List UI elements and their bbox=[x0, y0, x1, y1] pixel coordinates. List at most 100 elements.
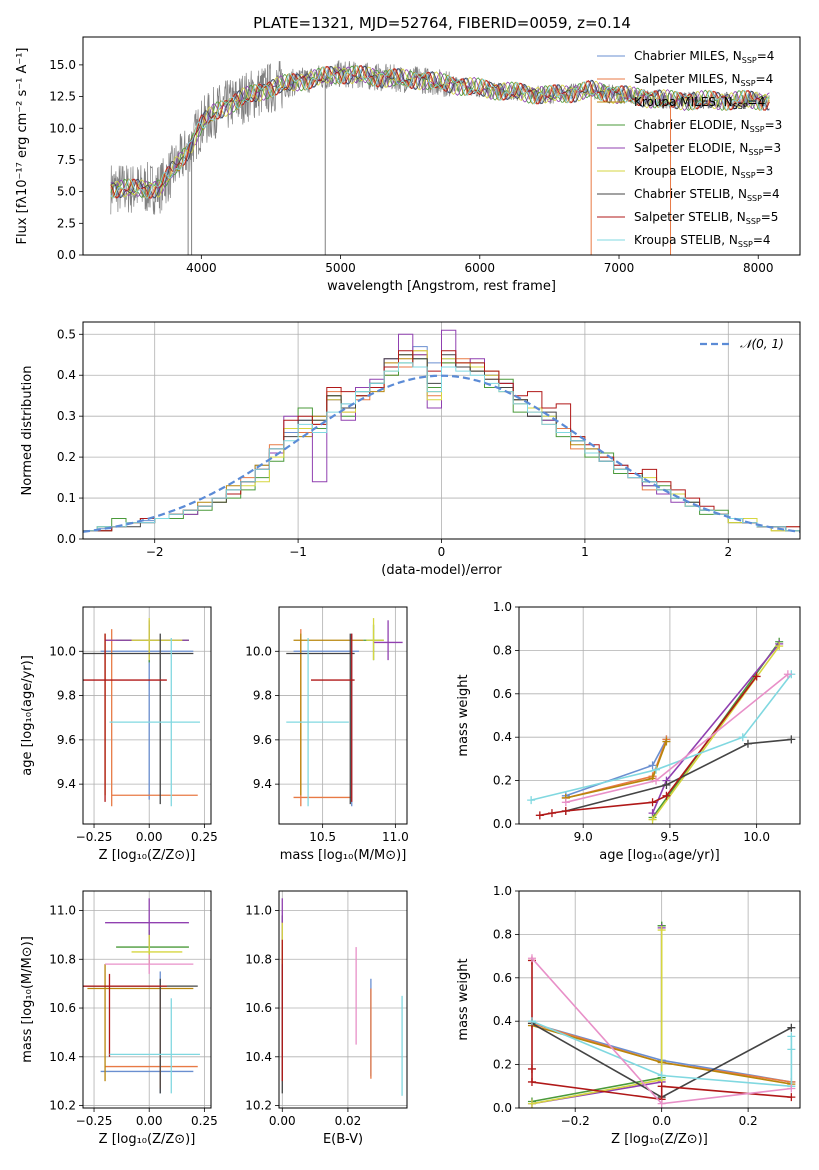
x-tick-label: 0.00 bbox=[269, 1114, 296, 1128]
axes-frame bbox=[82, 606, 212, 825]
y-tick-label: 0.6 bbox=[493, 971, 512, 985]
weight-series-line bbox=[531, 925, 663, 1103]
legend-label-tail: =4 bbox=[748, 95, 766, 109]
x-tick-label: −0.25 bbox=[76, 1114, 113, 1128]
legend-label-sub: SSP bbox=[750, 125, 765, 134]
y-tick-label: 1.0 bbox=[493, 884, 512, 898]
y-tick-label: 2.5 bbox=[57, 216, 76, 230]
y-tick-label: 10.6 bbox=[245, 1001, 272, 1015]
legend-label: Salpeter STELIB, NSSP=5 bbox=[634, 210, 778, 226]
y-axis-label: Flux [fλ10⁻¹⁷ erg cm⁻² s⁻¹ A⁻¹] bbox=[15, 48, 30, 245]
figure-title: PLATE=1321, MJD=52764, FIBERID=0059, z=0… bbox=[253, 14, 631, 32]
legend-label: Chabrier ELODIE, NSSP=3 bbox=[634, 118, 782, 134]
spectrum-panel: 4000 5000 6000 7000 8000 0.0 2.5 5.0 7.5 10.0 12.5… bbox=[15, 36, 801, 294]
weight-point-marker bbox=[787, 1093, 796, 1102]
y-tick-label: 10.8 bbox=[49, 952, 76, 966]
weight-point-marker bbox=[787, 1045, 796, 1054]
y-tick-label: 9.6 bbox=[57, 733, 76, 747]
weight-series-line bbox=[531, 927, 663, 1105]
y-tick-label: 0.0 bbox=[57, 248, 76, 262]
z-mass-panel: −0.25 0.00 0.25 10.2 10.4 10.6 10.8 11.0 Z [log₁… bbox=[20, 890, 218, 1147]
legend-label-sub: SSP bbox=[748, 148, 763, 157]
weight-point-marker bbox=[561, 798, 570, 807]
weight-point-marker bbox=[657, 1099, 666, 1108]
weight-point-marker bbox=[775, 642, 784, 651]
axes-frame bbox=[82, 321, 801, 540]
weight-point-marker bbox=[527, 1099, 536, 1108]
legend-label-sub: SSP bbox=[741, 171, 756, 180]
y-tick-label: 0.8 bbox=[493, 643, 512, 657]
legend-label-text: Chabrier STELIB, N bbox=[634, 187, 747, 201]
legend-label-text: Chabrier MILES, N bbox=[634, 49, 742, 63]
x-tick-label: 0.0 bbox=[652, 1114, 671, 1128]
y-axis-label: mass [log₁₀(M/M⊙)] bbox=[20, 936, 35, 1063]
x-tick-label: 9.0 bbox=[574, 830, 593, 844]
weight-point-marker bbox=[743, 739, 752, 748]
weight-point-marker bbox=[657, 926, 666, 935]
y-tick-label: 10.2 bbox=[49, 1099, 76, 1113]
weight-point-marker bbox=[662, 737, 671, 746]
weight-point-marker bbox=[527, 1077, 536, 1086]
model-spectrum-line bbox=[110, 65, 770, 199]
plot-area bbox=[83, 898, 200, 1094]
x-tick-label: 0.25 bbox=[191, 830, 218, 844]
plot-area bbox=[83, 618, 200, 807]
legend-label-sub: SSP bbox=[746, 217, 761, 226]
weight-point-marker bbox=[527, 954, 536, 963]
model-spectrum-line bbox=[110, 66, 770, 198]
x-tick-label: −0.2 bbox=[561, 1114, 590, 1128]
y-tick-label: 7.5 bbox=[57, 153, 76, 167]
y-tick-label: 0.5 bbox=[57, 327, 76, 341]
legend-label: Salpeter ELODIE, NSSP=3 bbox=[634, 141, 781, 157]
weight-series-line bbox=[565, 738, 792, 812]
y-axis-label: Normed distribution bbox=[20, 366, 35, 496]
plot-area bbox=[286, 618, 403, 807]
legend-label-text: Chabrier ELODIE, N bbox=[634, 118, 750, 132]
x-tick-label: 0.02 bbox=[335, 1114, 362, 1128]
legend-label-tail: =3 bbox=[756, 164, 774, 178]
legend-label-sub: SSP bbox=[747, 194, 762, 203]
y-tick-label: 10.2 bbox=[245, 1099, 272, 1113]
x-tick-label: 1 bbox=[581, 545, 589, 559]
mass-age-panel: 10.5 11.0 9.4 9.6 9.8 10.0 mass [log₁₀(M/M⊙)] bbox=[245, 606, 409, 863]
legend-label: 𝒩(0, 1) bbox=[740, 337, 784, 351]
y-tick-label: 0.2 bbox=[57, 450, 76, 464]
plot-area bbox=[527, 921, 796, 1108]
x-tick-label: −1 bbox=[289, 545, 307, 559]
y-tick-label: 12.5 bbox=[49, 90, 76, 104]
legend-label-text: Kroupa ELODIE, N bbox=[634, 164, 741, 178]
legend-label: Salpeter MILES, NSSP=4 bbox=[634, 72, 773, 88]
x-tick-label: 0 bbox=[438, 545, 446, 559]
plot-area bbox=[527, 637, 796, 824]
histogram-step-series bbox=[83, 362, 800, 539]
x-tick-label: −2 bbox=[146, 545, 164, 559]
plot-area bbox=[281, 898, 403, 1096]
x-tick-label: 0.00 bbox=[136, 1114, 163, 1128]
legend-label-tail: =4 bbox=[762, 187, 780, 201]
z-weight-panel: −0.2 0.0 0.2 0.0 0.2 0.4 0.6 0.8 1.0 Z [log₁₀(Z/Z… bbox=[456, 884, 801, 1147]
y-tick-label: 0.0 bbox=[493, 1101, 512, 1115]
y-tick-label: 10.0 bbox=[49, 644, 76, 658]
y-tick-label: 0.2 bbox=[493, 1058, 512, 1072]
x-axis-label: age [log₁₀(age/yr)] bbox=[599, 848, 720, 863]
y-tick-label: 0.6 bbox=[493, 687, 512, 701]
x-tick-label: 10.5 bbox=[309, 830, 336, 844]
weight-point-marker bbox=[787, 1084, 796, 1093]
weight-point-marker bbox=[652, 776, 661, 785]
legend-label-text: Salpeter MILES, N bbox=[634, 72, 741, 86]
plot-area bbox=[110, 60, 770, 255]
y-tick-label: 0.0 bbox=[57, 532, 76, 546]
y-axis-label: mass weight bbox=[456, 958, 471, 1040]
weight-point-marker bbox=[648, 761, 657, 770]
weight-series-line bbox=[530, 673, 792, 801]
x-tick-label: 11.0 bbox=[382, 830, 409, 844]
y-tick-label: 9.6 bbox=[253, 733, 272, 747]
legend-label: Chabrier STELIB, NSSP=4 bbox=[634, 187, 780, 203]
x-axis-label: Z [log₁₀(Z/Z⊙)] bbox=[99, 848, 196, 863]
weight-point-marker bbox=[662, 780, 671, 789]
legend-label-tail: =4 bbox=[757, 49, 775, 63]
legend-label-text: Kroupa MILES, N bbox=[634, 95, 733, 109]
weight-point-marker bbox=[783, 670, 792, 679]
legend-label: Chabrier MILES, NSSP=4 bbox=[634, 49, 774, 65]
y-tick-label: 10.0 bbox=[49, 121, 76, 135]
